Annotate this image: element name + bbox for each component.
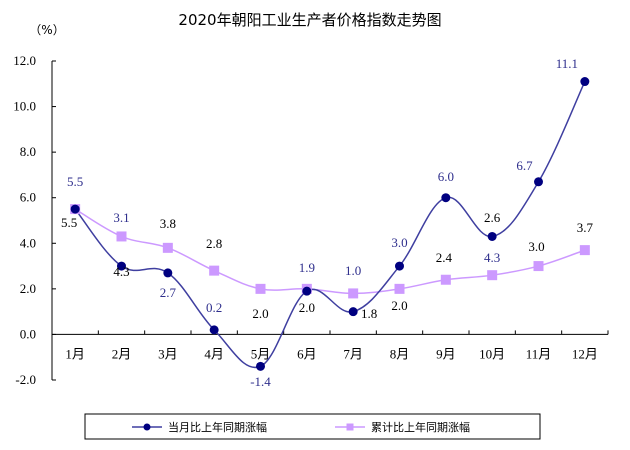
legend-label-monthly: 当月比上年同期涨幅 xyxy=(168,420,267,434)
data-label: 2.6 xyxy=(484,210,501,225)
data-label: 1.9 xyxy=(299,260,315,275)
marker-monthly-point xyxy=(117,261,126,271)
marker-cumulative-point xyxy=(487,270,498,281)
marker-cumulative-point xyxy=(209,265,220,276)
y-tick-label: 4.0 xyxy=(20,235,36,250)
data-labels: 5.5 5.5 3.1 4.3 3.8 2.7 2.8 0.2 2.0 -1.4 1.9 2.0 1.0… xyxy=(61,56,593,389)
x-tick-label: 9月 xyxy=(436,346,456,361)
marker-monthly-point xyxy=(534,177,543,187)
data-label: 2.0 xyxy=(299,300,315,315)
data-label: 1.8 xyxy=(361,306,377,321)
data-label: 0.2 xyxy=(206,300,222,315)
x-tick-label: 1月 xyxy=(65,346,85,361)
marker-cumulative-point xyxy=(579,245,590,256)
data-label: 4.3 xyxy=(113,264,129,279)
x-tick-label: 3月 xyxy=(158,346,178,361)
data-label: 6.0 xyxy=(438,169,454,184)
marker-monthly-point xyxy=(209,325,219,335)
x-tick-label: 5月 xyxy=(251,346,271,361)
marker-cumulative-point xyxy=(116,231,127,242)
data-label: 1.0 xyxy=(345,263,361,278)
data-label: 2.8 xyxy=(206,236,222,251)
y-tick-label: 12.0 xyxy=(13,53,36,68)
data-label: 2.0 xyxy=(391,298,407,313)
y-tick-label: 10.0 xyxy=(13,99,36,114)
data-label: 3.0 xyxy=(528,239,544,254)
y-tick-label: -2.0 xyxy=(15,372,36,387)
data-label: 2.4 xyxy=(436,250,453,265)
marker-monthly-point xyxy=(441,193,451,203)
data-label: -1.4 xyxy=(250,374,271,389)
data-label: 4.3 xyxy=(484,250,500,265)
data-label: 3.7 xyxy=(577,220,594,235)
marker-cumulative-point xyxy=(533,261,544,272)
data-label: 5.5 xyxy=(61,215,77,230)
x-tick-label: 11月 xyxy=(526,346,552,361)
series-lines xyxy=(74,81,586,369)
markers xyxy=(70,77,590,371)
data-label: 3.1 xyxy=(113,210,129,225)
legend-marker-circle-icon xyxy=(143,423,151,431)
data-label: 11.1 xyxy=(556,56,578,71)
data-label: 2.7 xyxy=(160,285,177,300)
data-label: 6.7 xyxy=(516,158,533,173)
marker-monthly-point xyxy=(256,361,265,371)
series-line-cumulative xyxy=(74,208,586,295)
series-line-monthly xyxy=(74,81,586,369)
y-tick-label: 2.0 xyxy=(20,281,36,296)
marker-monthly-point xyxy=(302,286,312,296)
x-tick-label: 10月 xyxy=(479,346,505,361)
marker-cumulative-point xyxy=(162,242,173,253)
data-label: 3.0 xyxy=(391,235,407,250)
marker-cumulative-point xyxy=(348,288,359,299)
chart-title: 2020年朝阳工业生产者价格指数走势图 xyxy=(178,11,441,29)
legend: 当月比上年同期涨幅 累计比上年同期涨幅 xyxy=(84,413,541,440)
x-tick-label: 12月 xyxy=(572,346,598,361)
y-unit-label: （%） xyxy=(29,23,64,37)
marker-cumulative-point xyxy=(440,274,451,285)
marker-monthly-point xyxy=(70,204,80,214)
x-tick-label: 6月 xyxy=(297,346,317,361)
x-tick-label: 7月 xyxy=(343,346,363,361)
legend-label-cumulative: 累计比上年同期涨幅 xyxy=(371,420,470,434)
x-tick-label: 2月 xyxy=(112,346,132,361)
legend-marker-square-icon xyxy=(346,423,354,431)
y-tick-label: 0.0 xyxy=(20,326,36,341)
marker-cumulative-point xyxy=(255,283,266,294)
data-label: 5.5 xyxy=(67,174,83,189)
y-tick-label: 6.0 xyxy=(20,190,36,205)
marker-monthly-point xyxy=(163,268,173,278)
marker-monthly-point xyxy=(487,231,497,241)
marker-monthly-point xyxy=(348,307,358,317)
y-tick-label: 8.0 xyxy=(20,144,36,159)
marker-monthly-point xyxy=(395,261,404,271)
axes: -2.0 0.0 2.0 4.0 6.0 8.0 10.0 12.0 1月 2月 3月 4月 5月 6月 7… xyxy=(13,53,609,387)
x-tick-label: 8月 xyxy=(390,346,410,361)
data-label: 3.8 xyxy=(160,216,176,231)
marker-cumulative-point xyxy=(394,283,405,294)
x-tick-label: 4月 xyxy=(204,346,224,361)
data-label: 2.0 xyxy=(252,306,268,321)
marker-monthly-point xyxy=(580,77,590,87)
